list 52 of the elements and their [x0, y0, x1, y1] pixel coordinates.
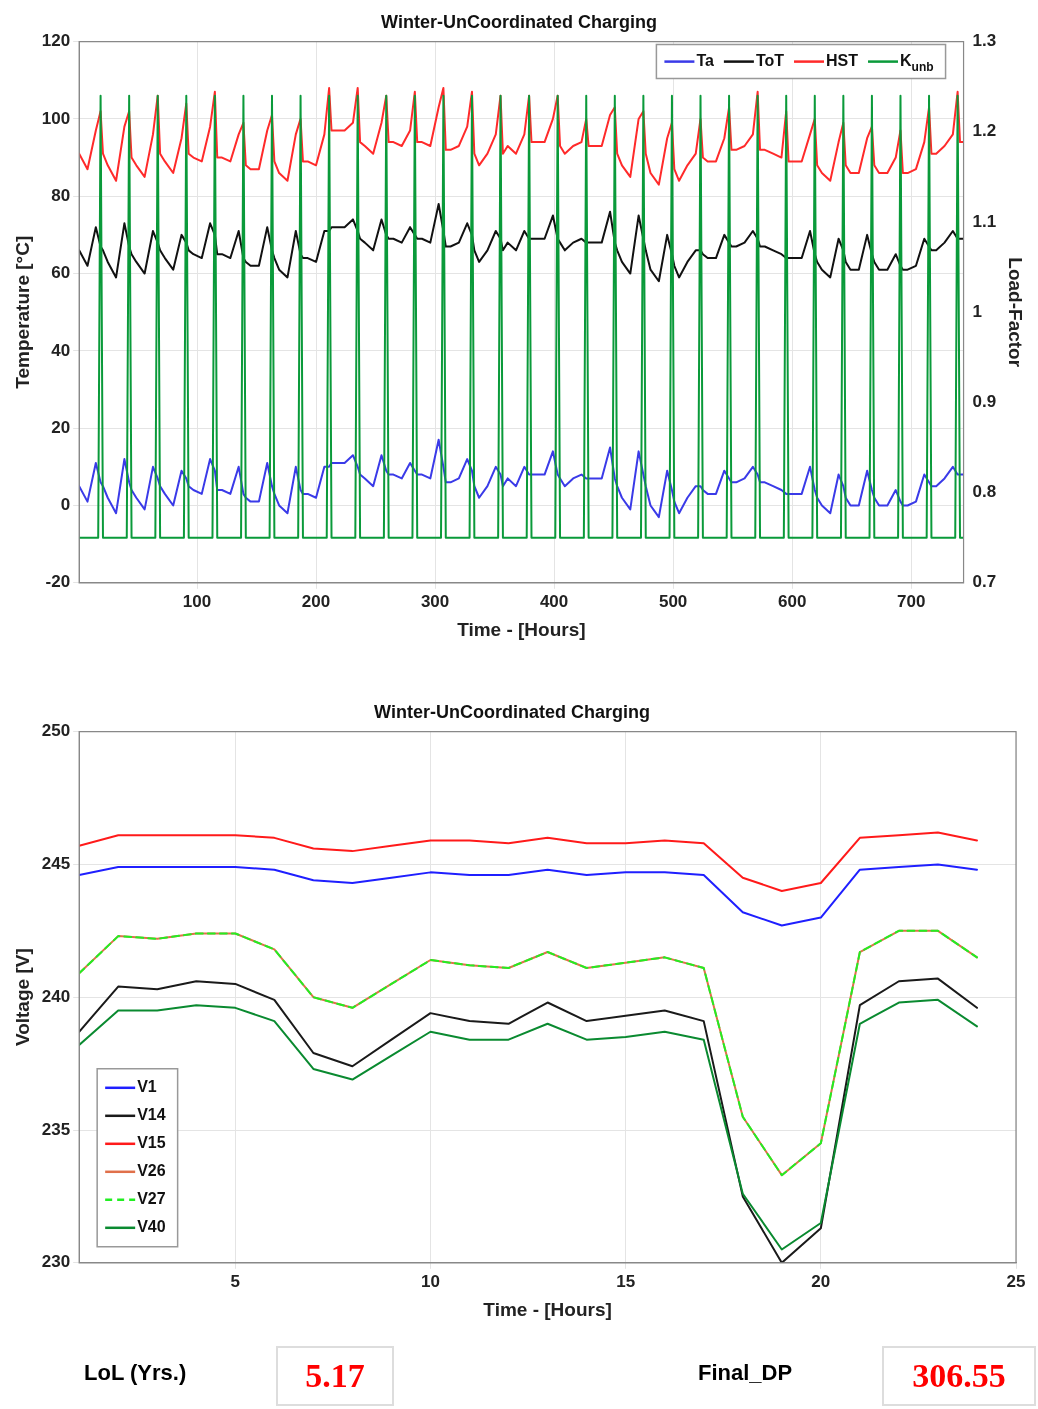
text: Final_DP	[698, 1360, 793, 1386]
x-tick-label: 200	[301, 591, 331, 611]
x-tick-label: 20	[811, 1271, 831, 1291]
y-tick-label: 245	[41, 854, 71, 874]
x-tick-label: 700	[897, 591, 926, 611]
legend-label: ToT	[755, 52, 785, 70]
x-tick-label: 15	[616, 1271, 636, 1291]
y-tick-label: 20	[51, 417, 71, 437]
x-tick-label: 300	[420, 591, 450, 611]
text: LoL (Yrs.)	[84, 1360, 187, 1386]
y-axis-title: Temperature [°C]	[11, 235, 33, 389]
y-tick-label: 0	[60, 495, 71, 515]
x-tick-label: 5	[230, 1271, 241, 1291]
y-tick-label: 120	[41, 31, 71, 51]
y-tick-label: 235	[41, 1119, 71, 1139]
y-tick-label: 240	[41, 986, 71, 1006]
chart-title: Winter-UnCoordinated Charging	[381, 11, 657, 32]
y2-tick-label: 1.2	[972, 121, 997, 141]
legend-label: V26	[137, 1162, 166, 1180]
y2-tick-label: 0.7	[972, 572, 997, 592]
x-axis-title: Time - [Hours]	[483, 1298, 612, 1320]
legend-label: V14	[137, 1106, 166, 1124]
y2-tick-label: 0.9	[972, 392, 997, 412]
legend-label: HST	[826, 52, 859, 70]
legend-label: V1	[137, 1078, 157, 1096]
text: 5.17	[276, 1346, 394, 1406]
legend-label: V27	[137, 1190, 166, 1208]
y-tick-label: 60	[51, 263, 71, 283]
x-tick-label: 10	[421, 1271, 440, 1291]
x-tick-label: 25	[1006, 1271, 1026, 1291]
y-tick-label: 100	[41, 108, 71, 128]
x-axis-title: Time - [Hours]	[457, 618, 586, 640]
y-tick-label: 40	[51, 340, 71, 360]
y2-tick-label: 1	[972, 301, 983, 321]
x-tick-label: 600	[777, 591, 807, 611]
y2-tick-label: 1.1	[972, 211, 997, 231]
legend-label: V15	[137, 1134, 166, 1152]
y2-tick-label: 0.8	[972, 482, 997, 502]
legend-label: Ta	[696, 52, 714, 70]
y-tick-label: -20	[45, 572, 71, 592]
x-tick-label: 100	[182, 591, 212, 611]
y2-tick-label: 1.3	[972, 31, 997, 51]
text: 306.55	[882, 1346, 1036, 1406]
y-axis-title: Voltage [V]	[11, 948, 33, 1047]
x-tick-label: 500	[658, 591, 688, 611]
y-tick-label: 230	[41, 1252, 71, 1272]
y2-axis-title: Load-Factor	[1005, 257, 1027, 368]
legend-label: V40	[137, 1218, 166, 1236]
y-tick-label: 250	[41, 721, 71, 741]
x-tick-label: 400	[539, 591, 569, 611]
y-tick-label: 80	[51, 185, 71, 205]
chart-title: Winter-UnCoordinated Charging	[374, 701, 650, 722]
